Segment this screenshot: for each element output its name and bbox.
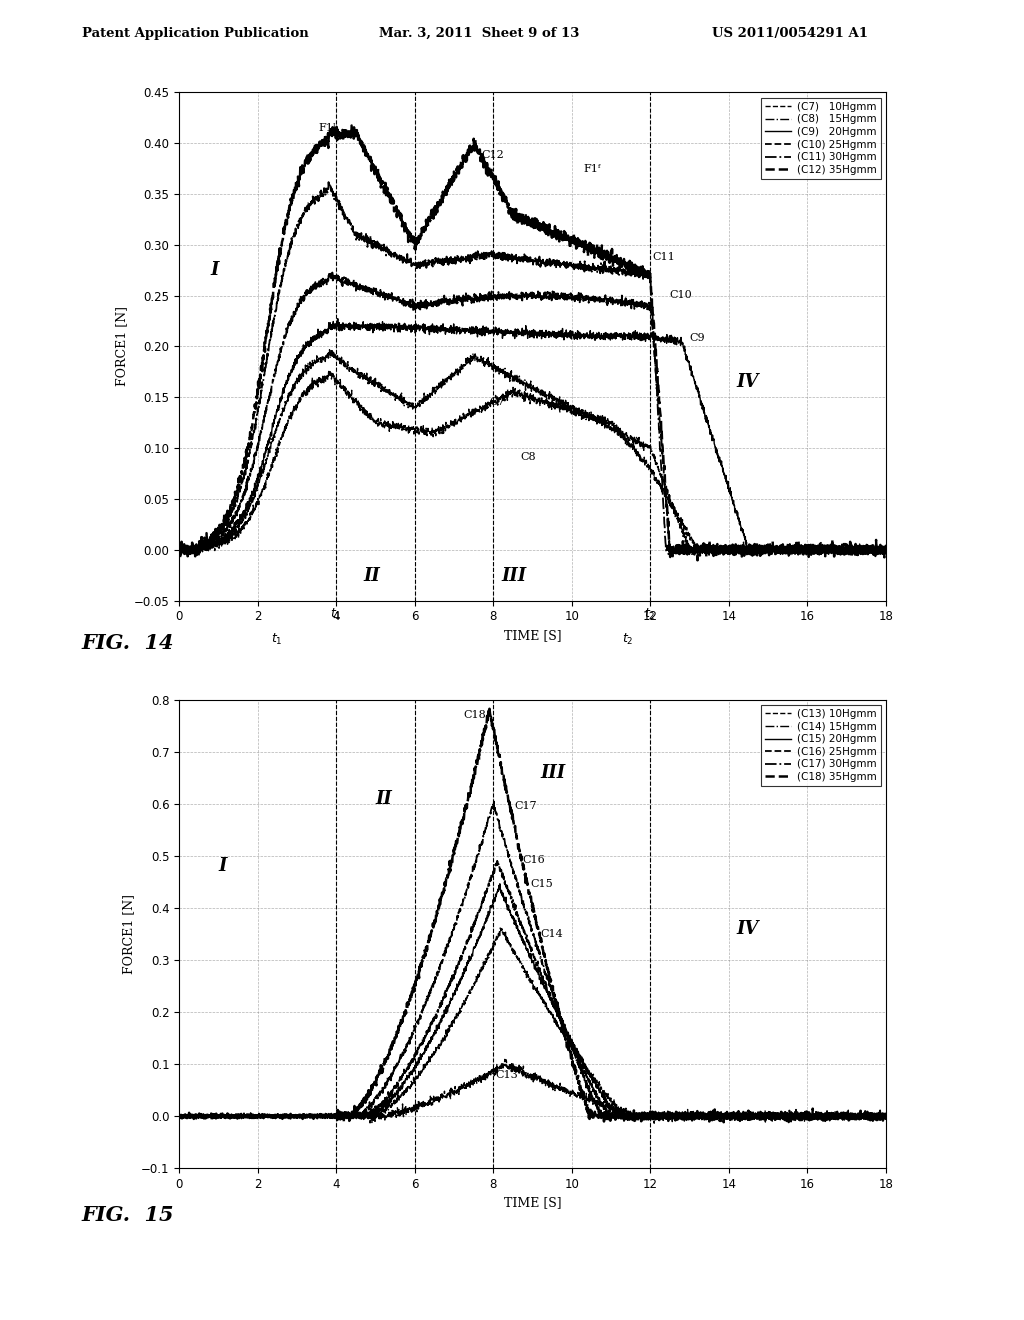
Text: C17: C17 bbox=[515, 801, 538, 810]
Text: C12: C12 bbox=[481, 150, 504, 161]
Text: II: II bbox=[364, 568, 381, 585]
Text: II: II bbox=[376, 789, 392, 808]
Text: C8: C8 bbox=[520, 453, 537, 462]
Y-axis label: FORCE1 [N]: FORCE1 [N] bbox=[123, 894, 135, 974]
Text: C9: C9 bbox=[689, 334, 706, 343]
Text: III: III bbox=[541, 764, 565, 781]
Text: F1ᴵ: F1ᴵ bbox=[318, 123, 336, 133]
Legend: (C13) 10Hgmm, (C14) 15Hgmm, (C15) 20Hgmm, (C16) 25Hgmm, (C17) 30Hgmm, (C18) 35Hg: (C13) 10Hgmm, (C14) 15Hgmm, (C15) 20Hgmm… bbox=[761, 705, 881, 787]
Text: I: I bbox=[211, 261, 219, 280]
Text: F1ᶠ: F1ᶠ bbox=[584, 164, 601, 174]
Text: C7: C7 bbox=[489, 397, 505, 408]
Text: $t_1$: $t_1$ bbox=[331, 607, 342, 622]
Text: C14: C14 bbox=[541, 928, 563, 939]
Text: $t_2$: $t_2$ bbox=[644, 607, 655, 622]
Text: $t_1$: $t_1$ bbox=[271, 632, 283, 647]
Text: C15: C15 bbox=[530, 879, 553, 890]
Text: FIG.  15: FIG. 15 bbox=[82, 1205, 174, 1225]
Text: III: III bbox=[501, 568, 526, 585]
Text: C18: C18 bbox=[464, 710, 486, 719]
Text: US 2011/0054291 A1: US 2011/0054291 A1 bbox=[712, 26, 867, 40]
Text: Patent Application Publication: Patent Application Publication bbox=[82, 26, 308, 40]
Text: Mar. 3, 2011  Sheet 9 of 13: Mar. 3, 2011 Sheet 9 of 13 bbox=[379, 26, 580, 40]
Text: C10: C10 bbox=[670, 289, 692, 300]
Text: FIG.  14: FIG. 14 bbox=[82, 634, 174, 653]
Y-axis label: FORCE1 [N]: FORCE1 [N] bbox=[115, 306, 128, 387]
X-axis label: TIME [S]: TIME [S] bbox=[504, 1196, 561, 1209]
Legend: (C7)   10Hgmm, (C8)   15Hgmm, (C9)   20Hgmm, (C10) 25Hgmm, (C11) 30Hgmm, (C12) 3: (C7) 10Hgmm, (C8) 15Hgmm, (C9) 20Hgmm, (… bbox=[761, 98, 881, 180]
X-axis label: TIME [S]: TIME [S] bbox=[504, 628, 561, 642]
Text: IV: IV bbox=[736, 920, 759, 939]
Text: $t_2$: $t_2$ bbox=[622, 632, 633, 647]
Text: C16: C16 bbox=[522, 854, 546, 865]
Text: IV: IV bbox=[736, 374, 759, 391]
Text: I: I bbox=[218, 858, 227, 875]
Text: C11: C11 bbox=[652, 252, 675, 263]
Text: C13: C13 bbox=[496, 1071, 518, 1080]
